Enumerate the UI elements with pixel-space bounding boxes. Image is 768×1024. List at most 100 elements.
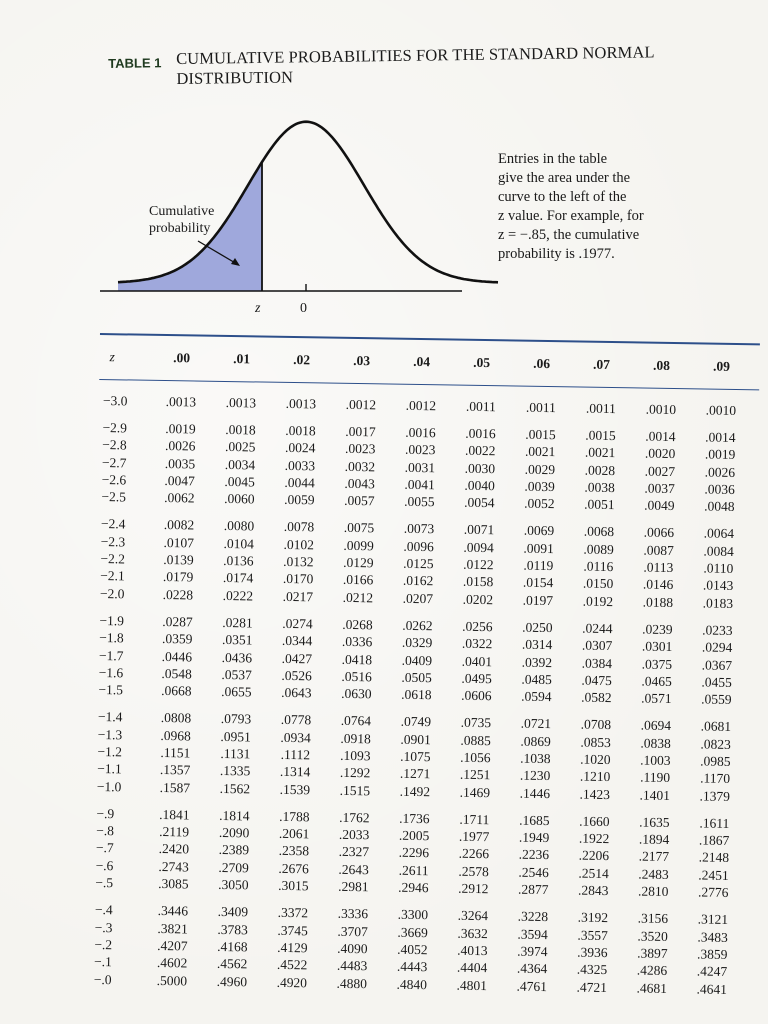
- probability-cell: .3121: [697, 911, 729, 928]
- z-value-cell: −.3: [94, 919, 113, 935]
- probability-cell: .0197: [522, 592, 554, 608]
- probability-cell: .0179: [162, 569, 194, 585]
- z-value-cell: −2.7: [101, 454, 127, 470]
- table-caption: TABLE 1 CUMULATIVE PROBABILITIES FOR THE …: [108, 42, 709, 90]
- probability-cell: .4090: [337, 940, 368, 957]
- probability-cell: .1251: [459, 766, 491, 783]
- probability-cell: .0495: [461, 670, 492, 686]
- probability-cell: .0548: [161, 665, 192, 682]
- probability-cell: .0228: [162, 586, 194, 603]
- probability-cell: .2743: [158, 858, 189, 875]
- probability-cell: .0212: [342, 589, 374, 605]
- probability-cell: .0023: [404, 442, 436, 458]
- probability-cell: .0017: [345, 423, 376, 440]
- row-group: −3.0 .0013 .0013 .0013 .0012 .0012 .0011 .0011.…: [99, 392, 759, 420]
- probability-cell: .0571: [641, 690, 672, 707]
- probability-cell: .4168: [217, 938, 248, 955]
- probability-cell: .0375: [641, 656, 673, 672]
- probability-cell: .4840: [396, 976, 428, 992]
- probability-cell: .2206: [578, 848, 610, 864]
- probability-cell: .0594: [521, 688, 552, 705]
- probability-cell: .0668: [161, 683, 192, 699]
- probability-cell: .4013: [457, 942, 488, 959]
- probability-cell: .2514: [578, 865, 609, 881]
- probability-cell: .0301: [641, 638, 673, 655]
- probability-cell: .3228: [517, 908, 549, 925]
- probability-cell: .0033: [284, 457, 316, 473]
- probability-cell: .3336: [337, 906, 369, 922]
- probability-cell: .3085: [158, 876, 189, 892]
- probability-cell: .0011: [465, 398, 496, 414]
- z-value-cell: −.7: [95, 840, 114, 856]
- probability-cell: .0901: [400, 731, 431, 747]
- probability-cell: .0066: [643, 524, 675, 541]
- probability-cell: .0233: [702, 622, 733, 638]
- probability-cell: .0125: [403, 555, 434, 572]
- probability-cell: .0075: [343, 520, 375, 536]
- row-group: −2.4 .0082 .0080 .0078 .0075 .0073 .0071 .0069.…: [96, 516, 757, 613]
- probability-cell: .0735: [460, 715, 492, 731]
- probability-cell: .0392: [521, 654, 553, 670]
- column-header: .03: [353, 352, 371, 368]
- probability-cell: .0039: [524, 478, 555, 494]
- probability-cell: .0021: [584, 444, 616, 461]
- probability-cell: .2090: [218, 825, 250, 841]
- probability-cell: .0139: [163, 552, 194, 568]
- probability-cell: .0087: [643, 542, 674, 558]
- probability-cell: .0136: [223, 552, 254, 569]
- probability-cell: .4325: [576, 961, 608, 978]
- column-header: .01: [233, 350, 251, 366]
- probability-cell: .0630: [341, 685, 372, 702]
- probability-cell: .0049: [644, 497, 675, 514]
- probability-cell: .0026: [164, 438, 196, 454]
- probability-cell: .0618: [401, 686, 432, 703]
- column-header: .05: [473, 354, 491, 370]
- probability-cell: .0158: [462, 574, 494, 590]
- probability-cell: .3520: [637, 928, 668, 944]
- probability-cell: .0351: [221, 632, 253, 648]
- explanation-note: Entries in the table give the area under…: [498, 150, 698, 264]
- probability-cell: .0367: [701, 656, 733, 673]
- probability-cell: .0013: [165, 393, 197, 410]
- probability-cell: .0174: [222, 570, 254, 586]
- note-line: give the area under the: [498, 170, 631, 186]
- probability-cell: .3372: [277, 905, 309, 921]
- probability-cell: .1446: [519, 785, 551, 801]
- probability-cell: .1539: [279, 781, 311, 797]
- probability-cell: .0721: [520, 716, 552, 732]
- z-value-cell: −2.0: [99, 585, 125, 602]
- probability-cell: .0129: [343, 554, 374, 571]
- probability-cell: .0336: [341, 634, 373, 650]
- probability-cell: .1314: [279, 764, 311, 780]
- probability-cell: .4562: [216, 956, 248, 972]
- probability-cell: .0078: [283, 519, 315, 535]
- probability-cell: .4364: [516, 960, 548, 977]
- probability-cell: .3409: [217, 904, 249, 920]
- probability-cell: .2119: [159, 824, 190, 840]
- probability-cell: .0217: [282, 588, 314, 604]
- probability-cell: .2061: [278, 826, 310, 842]
- probability-cell: .3632: [457, 925, 488, 941]
- probability-cell: .0268: [342, 616, 373, 633]
- z-value-cell: −1.7: [98, 647, 124, 663]
- probability-cell: .1469: [459, 784, 491, 800]
- probability-cell: .1515: [339, 782, 371, 798]
- probability-cell: .0073: [403, 521, 435, 537]
- probability-cell: .3050: [218, 876, 249, 893]
- probability-cell: .0015: [585, 427, 616, 444]
- probability-cell: .2389: [218, 842, 250, 858]
- probability-cell: .0384: [581, 655, 613, 671]
- probability-cell: .0793: [220, 711, 252, 727]
- probability-cell: .1922: [578, 830, 610, 847]
- probability-cell: .0436: [221, 649, 253, 665]
- probability-cell: .0089: [583, 541, 614, 557]
- z-value-cell: −2.1: [100, 568, 125, 584]
- z-value-cell: −1.4: [97, 709, 123, 725]
- probability-cell: .1660: [579, 813, 610, 829]
- column-header: .06: [533, 355, 551, 371]
- column-header: .07: [593, 356, 611, 372]
- probability-cell: .0016: [405, 424, 436, 441]
- probability-cell: .0853: [580, 734, 611, 750]
- probability-cell: .0643: [281, 684, 312, 701]
- probability-cell: .0207: [402, 590, 434, 606]
